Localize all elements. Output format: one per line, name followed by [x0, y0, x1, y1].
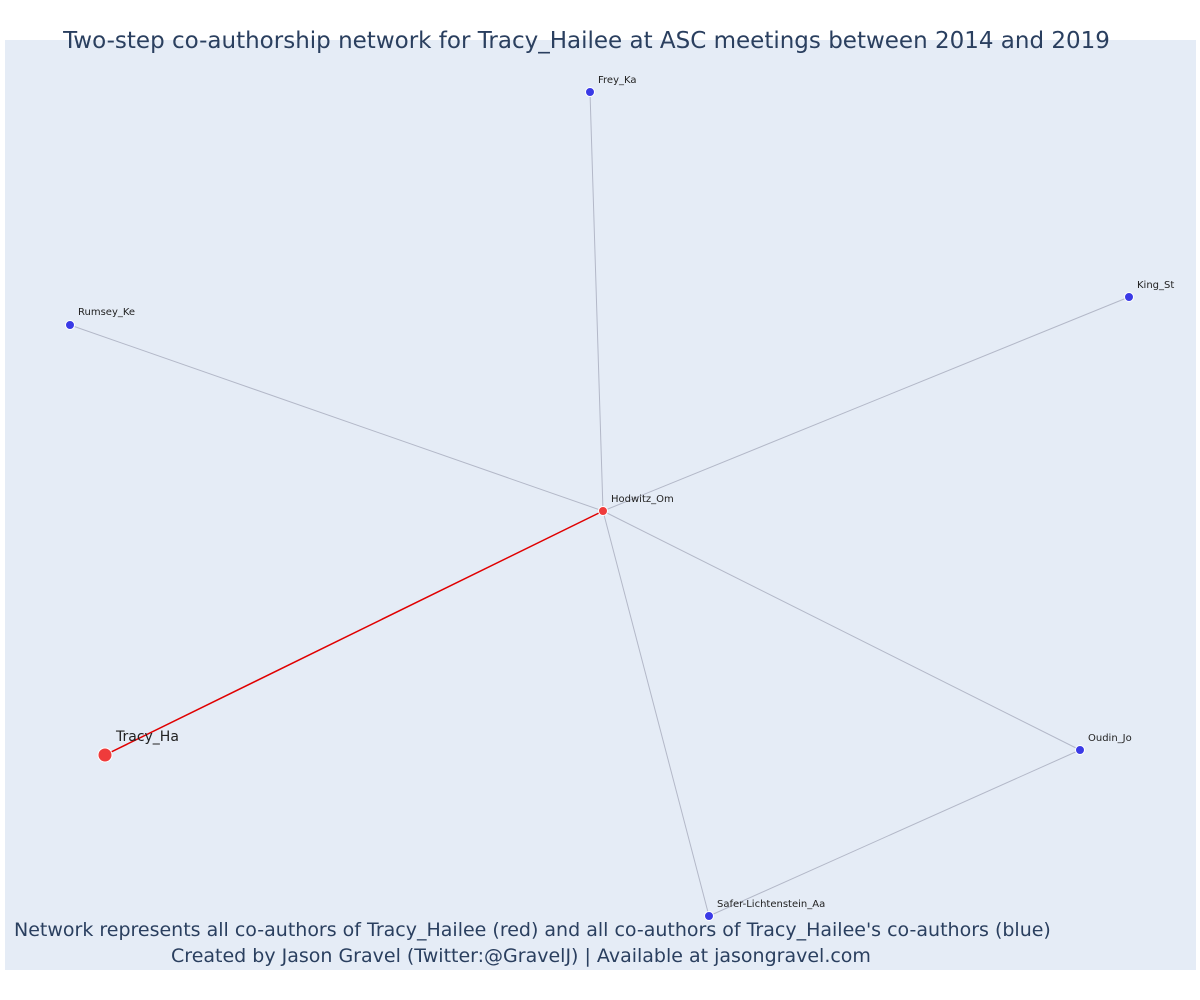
plot-area	[5, 40, 1196, 970]
node-label-tracy: Tracy_Ha	[115, 729, 179, 745]
node-safer[interactable]	[704, 911, 714, 921]
node-label-oudin: Oudin_Jo	[1088, 733, 1132, 744]
edge-hodwitz-safer	[602, 510, 710, 917]
node-label-safer: Safer-Lichtenstein_Aa	[717, 899, 825, 910]
chart-title: Two-step co-authorship network for Tracy…	[63, 28, 1110, 54]
node-oudin[interactable]	[1075, 745, 1085, 755]
node-label-frey: Frey_Ka	[598, 75, 637, 86]
node-tracy[interactable]	[97, 747, 113, 763]
node-label-hodwitz: Hodwitz_Om	[611, 494, 674, 505]
node-king[interactable]	[1124, 292, 1134, 302]
edge-oudin-safer	[708, 749, 1081, 917]
node-label-rumsey: Rumsey_Ke	[78, 307, 135, 318]
node-label-king: King_St	[1137, 280, 1174, 291]
node-hodwitz[interactable]	[598, 506, 608, 516]
edge-tracy-hodwitz	[104, 510, 604, 756]
edge-hodwitz-oudin	[602, 510, 1081, 751]
edge-hodwitz-king	[602, 296, 1130, 512]
caption-line-1: Network represents all co-authors of Tra…	[14, 919, 1051, 941]
caption-line-2: Created by Jason Gravel (Twitter:@Gravel…	[171, 945, 871, 967]
edge-hodwitz-rumsey	[69, 324, 604, 512]
node-rumsey[interactable]	[65, 320, 75, 330]
node-frey[interactable]	[585, 87, 595, 97]
edge-hodwitz-frey	[589, 91, 604, 512]
